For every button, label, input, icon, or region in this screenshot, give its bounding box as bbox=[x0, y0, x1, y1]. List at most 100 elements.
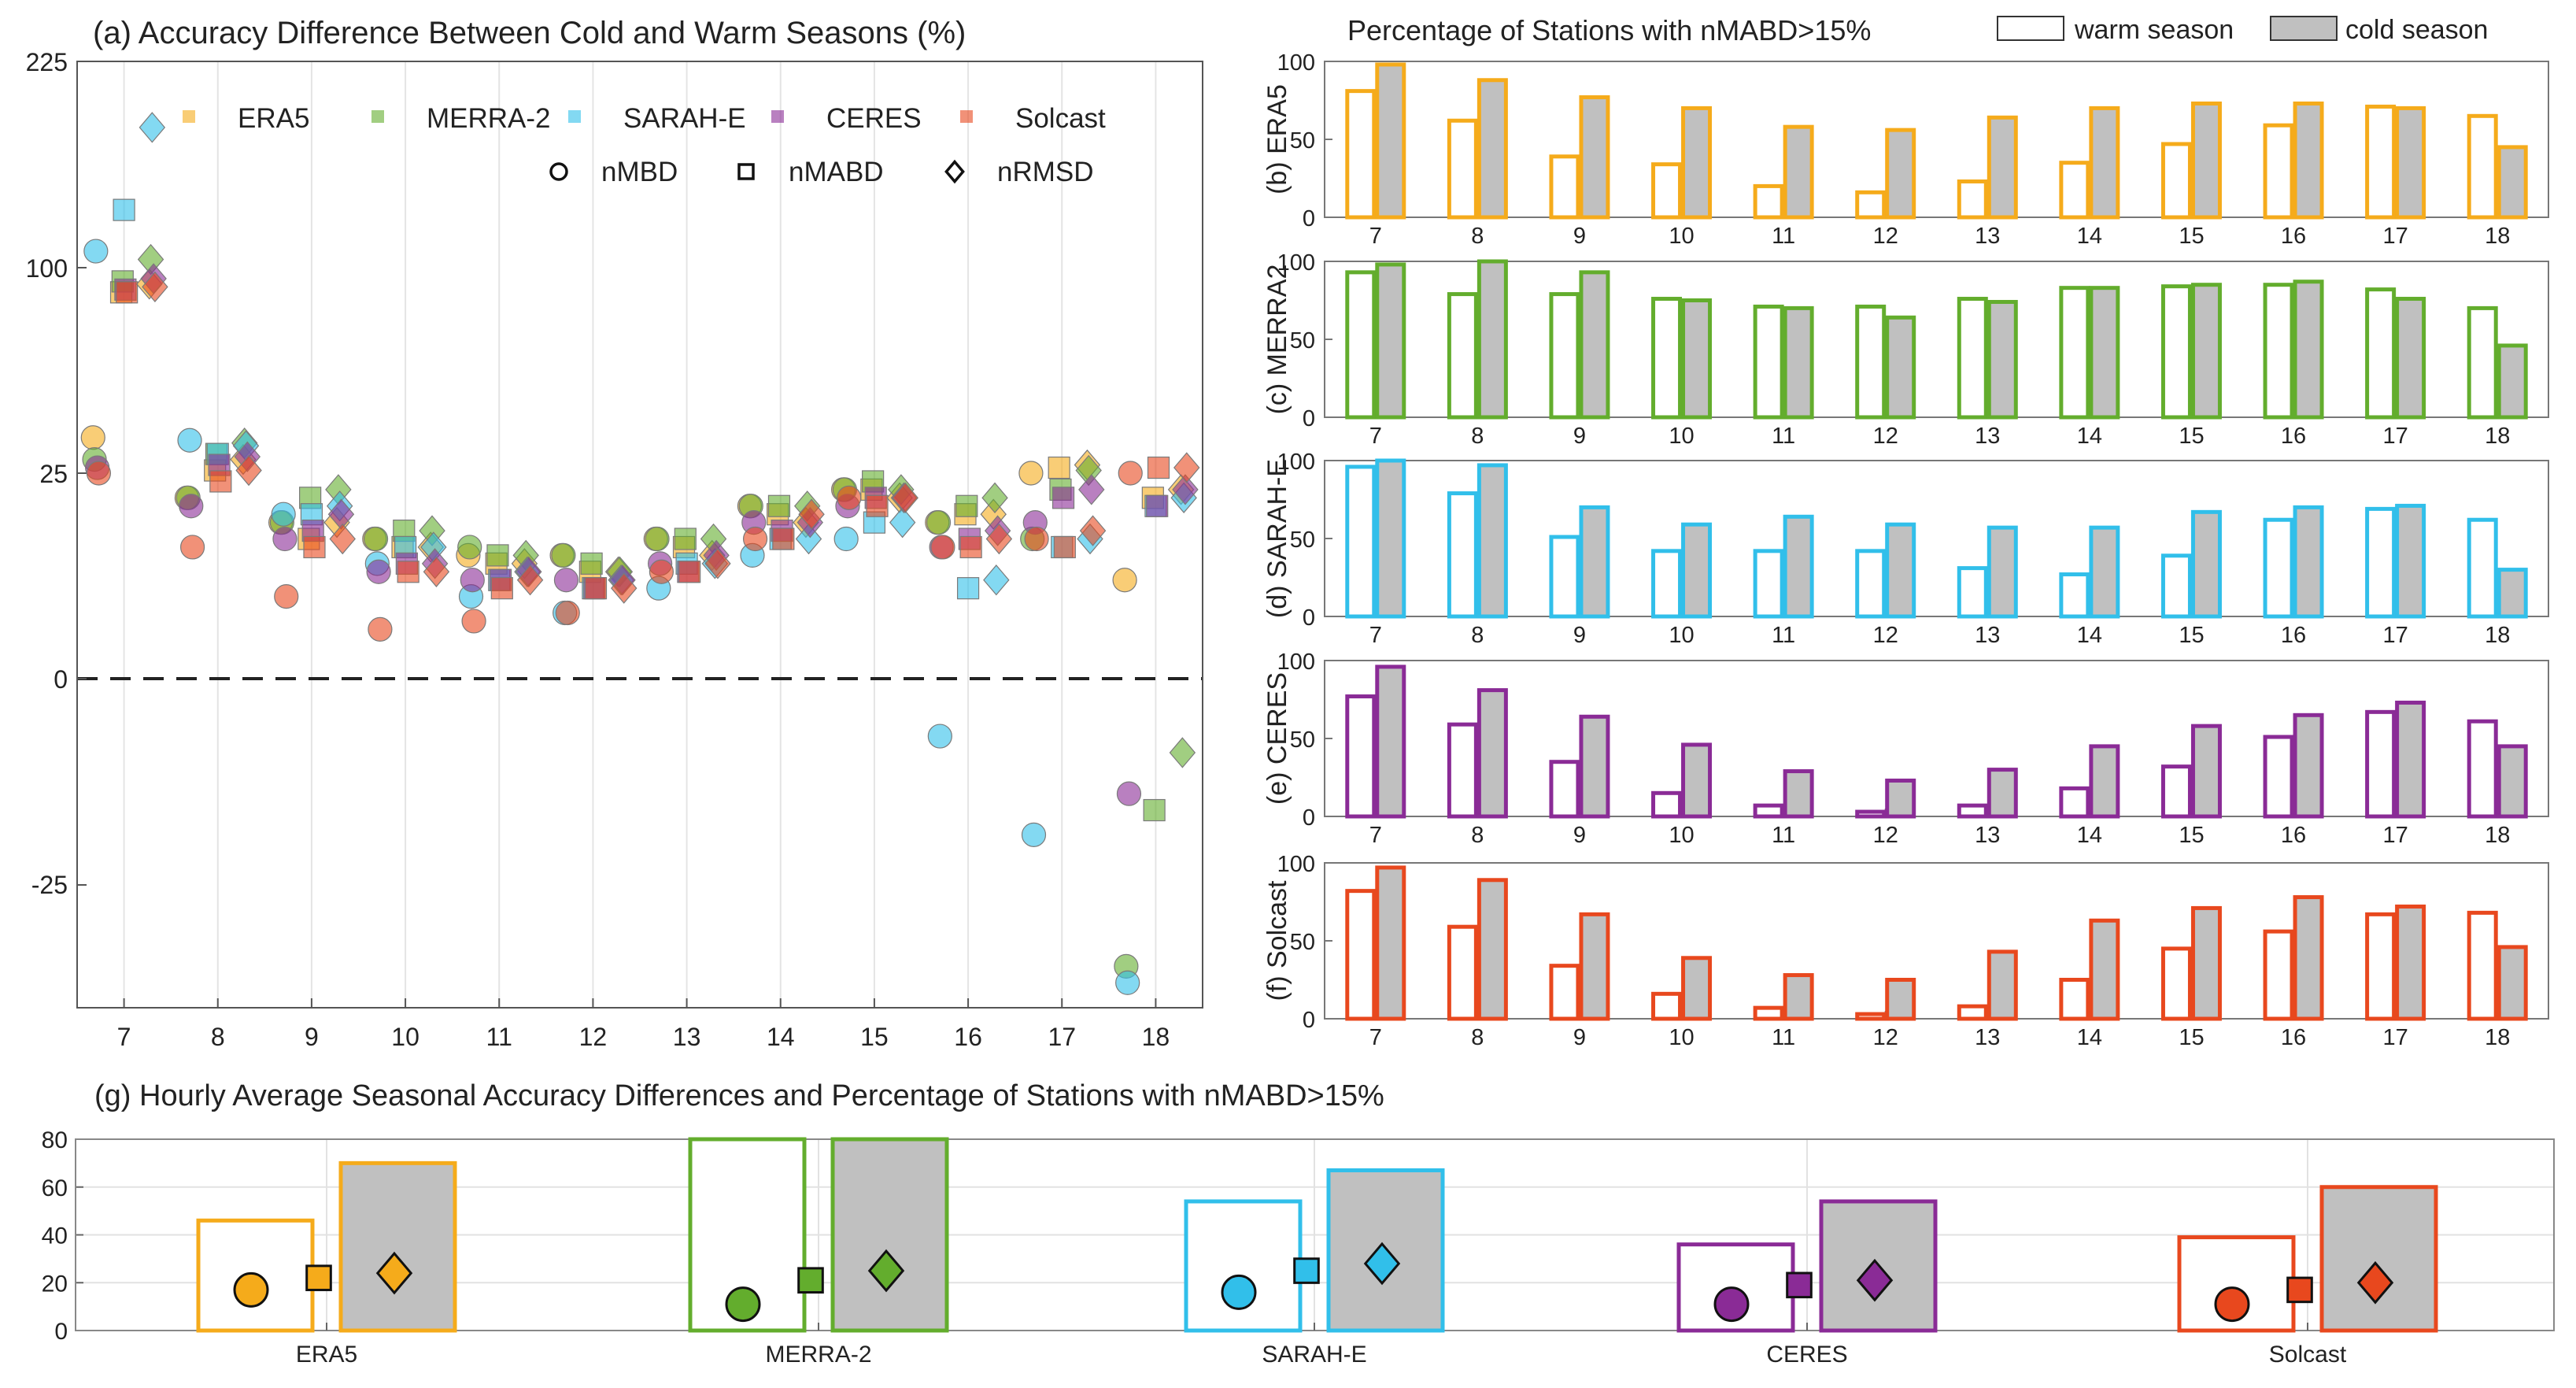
x-tick-label: 12 bbox=[1873, 424, 1898, 449]
bar-warm-sarah-e bbox=[1753, 549, 1784, 619]
point-solcast-nrmsd bbox=[704, 548, 731, 579]
point-solcast-nrmsd bbox=[516, 564, 544, 596]
bar-warm-era5 bbox=[1855, 190, 1887, 220]
legend-label-nmabd: nMABD bbox=[789, 157, 884, 187]
x-tick-label: 12 bbox=[579, 1023, 608, 1051]
point-sarah-e-nrmsd bbox=[139, 112, 166, 143]
legend-swatch-sarah-e bbox=[568, 110, 581, 123]
x-tick-label: 12 bbox=[1873, 1025, 1898, 1050]
bar-cold-solcast bbox=[1885, 978, 1916, 1021]
marker-nmbd bbox=[2214, 1286, 2250, 1323]
x-tick-label: 14 bbox=[2077, 1025, 2102, 1050]
x-tick-label: 18 bbox=[2485, 823, 2510, 848]
x-tick-label: 7 bbox=[117, 1023, 131, 1051]
x-tick-label: 10 bbox=[1669, 1025, 1694, 1050]
bar-warm-solcast bbox=[1345, 889, 1377, 1021]
x-tick-label: 8 bbox=[1471, 424, 1484, 449]
marker-nmbd bbox=[1221, 1274, 1257, 1310]
bar-cold-merra-2 bbox=[2089, 286, 2120, 420]
legend-label-era5: ERA5 bbox=[238, 103, 309, 134]
point-solcast-nmbd bbox=[649, 559, 674, 584]
x-tick-label: 16 bbox=[2281, 1025, 2306, 1050]
x-tick-label: 16 bbox=[954, 1023, 982, 1051]
axes-frame bbox=[1324, 862, 2549, 1020]
bar-warm-ceres bbox=[1957, 803, 1988, 819]
y-tick-label: 100 bbox=[1277, 650, 1315, 675]
marker-nmabd bbox=[2286, 1276, 2313, 1304]
legend-label-sarah-e: SARAH-E bbox=[623, 103, 746, 134]
bar-warm-merra-2 bbox=[1651, 297, 1683, 420]
x-tick-label: 18 bbox=[1142, 1023, 1170, 1051]
x-tick-label: 8 bbox=[1471, 623, 1484, 648]
point-solcast-nmbd bbox=[742, 526, 768, 552]
x-tick-label: 10 bbox=[1669, 623, 1694, 648]
bar-cold-ceres bbox=[1885, 778, 1916, 819]
bar-warm-ceres bbox=[2467, 719, 2498, 819]
bar-cold-ceres bbox=[2395, 700, 2426, 819]
bar-cold-solcast bbox=[1987, 949, 2018, 1021]
bar-warm-era5 bbox=[1651, 162, 1683, 220]
panel-f-solcast: 0 50 100 (f) Solcast 7 8 9 10 11 12 13 14 15 16 17 18 bbox=[1262, 852, 2549, 1050]
bar-warm-merra-2 bbox=[2160, 284, 2192, 420]
bar-warm-merra-2 bbox=[2467, 305, 2498, 420]
point-sarah-e-nmabd bbox=[113, 198, 135, 221]
point-solcast-nmabd bbox=[116, 281, 139, 304]
x-tick-label: 11 bbox=[1772, 1025, 1795, 1050]
x-tick-label: 9 bbox=[1573, 424, 1586, 449]
group-solcast: Solcast bbox=[2177, 1185, 2438, 1368]
y-axis-label: (f) Solcast bbox=[1262, 880, 1292, 1001]
bar-warm-solcast bbox=[1753, 1005, 1784, 1021]
bar-cold-solcast bbox=[1681, 956, 1713, 1021]
x-tick-label: 12 bbox=[1873, 823, 1898, 848]
bar-warm-solcast bbox=[1651, 991, 1683, 1021]
x-tick-label: 18 bbox=[2485, 1025, 2510, 1050]
x-tick-label: 15 bbox=[2179, 1025, 2204, 1050]
bar-cold-solcast bbox=[1476, 878, 1508, 1021]
point-merra-2-nmbd bbox=[363, 526, 389, 552]
bar-warm-sarah-e bbox=[1855, 549, 1887, 619]
legend-label-solcast: Solcast bbox=[1015, 103, 1106, 134]
axes-frame bbox=[1324, 61, 2549, 218]
bar-warm-era5 bbox=[2467, 113, 2498, 220]
point-solcast-nrmsd bbox=[142, 271, 168, 303]
bar-warm-era5 bbox=[1957, 179, 1988, 220]
y-axis-label: (c) MERRA2 bbox=[1262, 265, 1292, 415]
legend-label-nmbd: nMBD bbox=[601, 157, 678, 187]
point-solcast-nmabd bbox=[397, 561, 419, 583]
bar-warm-ceres bbox=[1549, 760, 1580, 819]
marker-nmabd bbox=[1786, 1271, 1813, 1299]
bar-cold-sarah-e bbox=[1476, 463, 1508, 619]
point-ceres-nmbd bbox=[1116, 781, 1142, 806]
x-tick-label: 14 bbox=[767, 1023, 795, 1051]
marker-nmbd bbox=[725, 1286, 761, 1323]
y-tick-label: -25 bbox=[31, 871, 68, 899]
y-tick-label: 60 bbox=[42, 1175, 68, 1201]
point-ceres-nmabd bbox=[1051, 487, 1075, 509]
point-solcast-nmbd bbox=[837, 485, 862, 510]
bar-cold-sarah-e bbox=[1987, 525, 2018, 619]
y-tick-label: 100 bbox=[1277, 50, 1315, 76]
y-tick-label: 0 bbox=[1303, 406, 1315, 431]
point-merra-2-nmabd bbox=[580, 552, 603, 575]
axes-frame bbox=[1324, 261, 2549, 418]
bar-warm-merra-2 bbox=[1447, 292, 1478, 420]
point-merra-2-nmabd bbox=[955, 494, 978, 517]
bar-cold-solcast bbox=[2089, 918, 2120, 1021]
y-tick-label: 50 bbox=[1290, 727, 1315, 753]
bar-cold-ceres bbox=[1375, 664, 1406, 819]
x-tick-label: 11 bbox=[1772, 823, 1795, 848]
legend-label-ceres: CERES bbox=[826, 103, 922, 134]
x-tick-label: 13 bbox=[1975, 1025, 2000, 1050]
bar-cold-era5 bbox=[2497, 145, 2528, 220]
x-tick-label: 8 bbox=[1471, 224, 1484, 249]
x-tick-label: CERES bbox=[1766, 1342, 1847, 1368]
x-tick-label: 9 bbox=[1573, 224, 1586, 249]
x-tick-label: 15 bbox=[2179, 224, 2204, 249]
x-tick-label: 9 bbox=[1573, 623, 1586, 648]
bar-warm-era5 bbox=[2263, 123, 2294, 220]
bar-cold-era5 bbox=[1885, 128, 1916, 220]
y-tick-label: 20 bbox=[42, 1271, 68, 1297]
point-solcast-nmabd bbox=[959, 535, 982, 559]
point-solcast-nmabd bbox=[490, 577, 513, 600]
